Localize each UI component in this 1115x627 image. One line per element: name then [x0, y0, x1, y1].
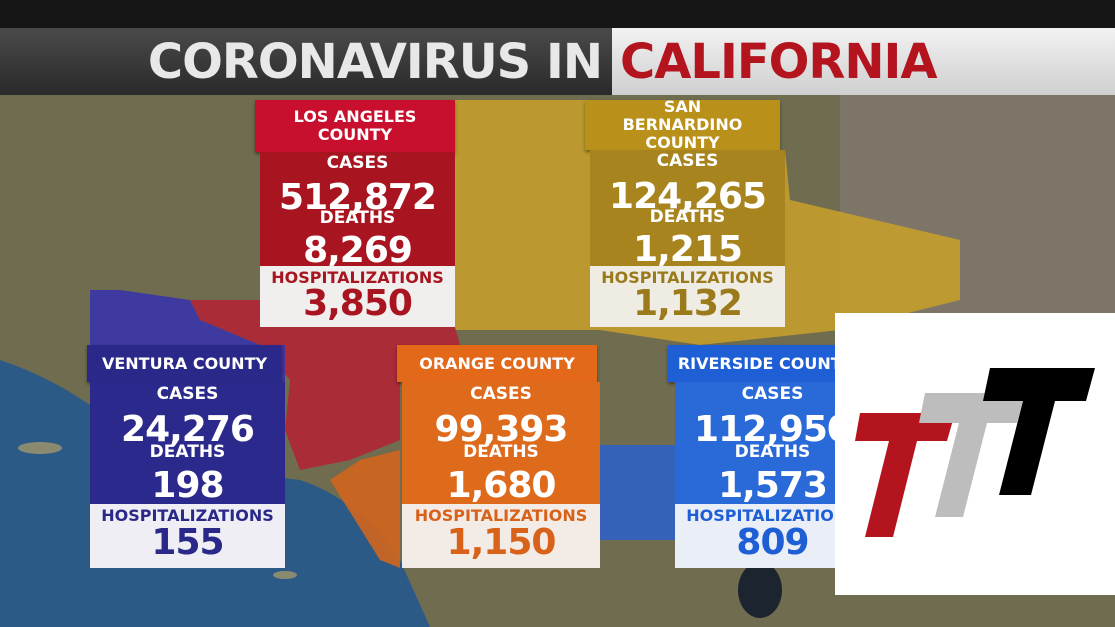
cases-value: 112,950 — [694, 409, 852, 450]
cases-label: CASES — [156, 383, 219, 404]
hospitalizations-label: HOSPITALIZATIONS — [686, 505, 859, 525]
top-strip — [0, 0, 1115, 28]
hospitalizations-panel: HOSPITALIZATIONS 3,850 — [260, 266, 455, 327]
hospitalizations-label: HOSPITALIZATIONS — [271, 268, 444, 288]
county-name: RIVERSIDE COUNTY — [668, 345, 863, 382]
county-stats: CASES 124,265 DEATHS 1,215 HOSPITALIZATIONS 1… — [590, 150, 785, 327]
hospitalizations-panel: HOSPITALIZATIONS 1,132 — [590, 265, 785, 327]
county-stats: CASES 24,276 DEATHS 198 HOSPITALIZATIONS 155 — [90, 382, 285, 568]
deaths-label: DEATHS — [649, 207, 726, 228]
station-logo — [835, 313, 1115, 595]
cases-value: 99,393 — [434, 409, 569, 450]
deaths-value: 8,269 — [303, 229, 413, 271]
cases-label: CASES — [470, 383, 532, 404]
cases-label: CASES — [741, 383, 804, 404]
deaths-value: 198 — [151, 464, 224, 506]
county-name: VENTURA COUNTY — [87, 345, 282, 382]
logo-mark — [855, 368, 1095, 537]
deaths-label: DEATHS — [463, 442, 539, 462]
county-stats: CASES 512,872 DEATHS 8,269 HOSPITALIZATIONS 3… — [260, 152, 455, 327]
title-highlight: CALIFORNIA — [620, 34, 938, 90]
deaths-value: 1,573 — [718, 464, 828, 506]
deaths-value: 1,680 — [446, 464, 557, 506]
hospitalizations-value: 155 — [151, 521, 224, 563]
cases-value: 24,276 — [121, 409, 255, 450]
hospitalizations-label: HOSPITALIZATIONS — [101, 505, 274, 525]
hospitalizations-panel: HOSPITALIZATIONS 155 — [90, 503, 285, 568]
title-dark: CORONAVIRUS IN — [0, 28, 612, 95]
hospitalizations-label: HOSPITALIZATIONS — [601, 267, 774, 287]
deaths-value: 1,215 — [633, 228, 743, 270]
deaths-label: DEATHS — [734, 442, 811, 462]
county-name: ORANGE COUNTY — [397, 345, 597, 382]
county-stats: CASES 99,393 DEATHS 1,680 HOSPITALIZATIONS 1,… — [402, 382, 600, 568]
cases-value: 124,265 — [609, 175, 767, 217]
deaths-label: DEATHS — [319, 208, 396, 229]
hospitalizations-label: HOSPITALIZATIONS — [414, 505, 588, 525]
county-name: SAN BERNARDINO COUNTY — [585, 100, 780, 150]
hospitalizations-value: 3,850 — [303, 283, 413, 325]
county-name: LOS ANGELES COUNTY — [255, 100, 455, 152]
cases-label: CASES — [326, 153, 389, 174]
hospitalizations-value: 809 — [736, 521, 809, 563]
title-text: CORONAVIRUS IN — [147, 34, 603, 90]
cases-label: CASES — [656, 151, 719, 172]
deaths-label: DEATHS — [149, 442, 226, 462]
hospitalizations-value: 1,132 — [633, 282, 743, 324]
cases-value: 512,872 — [279, 177, 437, 219]
hospitalizations-panel: HOSPITALIZATIONS 1,150 — [402, 503, 600, 568]
hospitalizations-value: 1,150 — [446, 521, 557, 563]
